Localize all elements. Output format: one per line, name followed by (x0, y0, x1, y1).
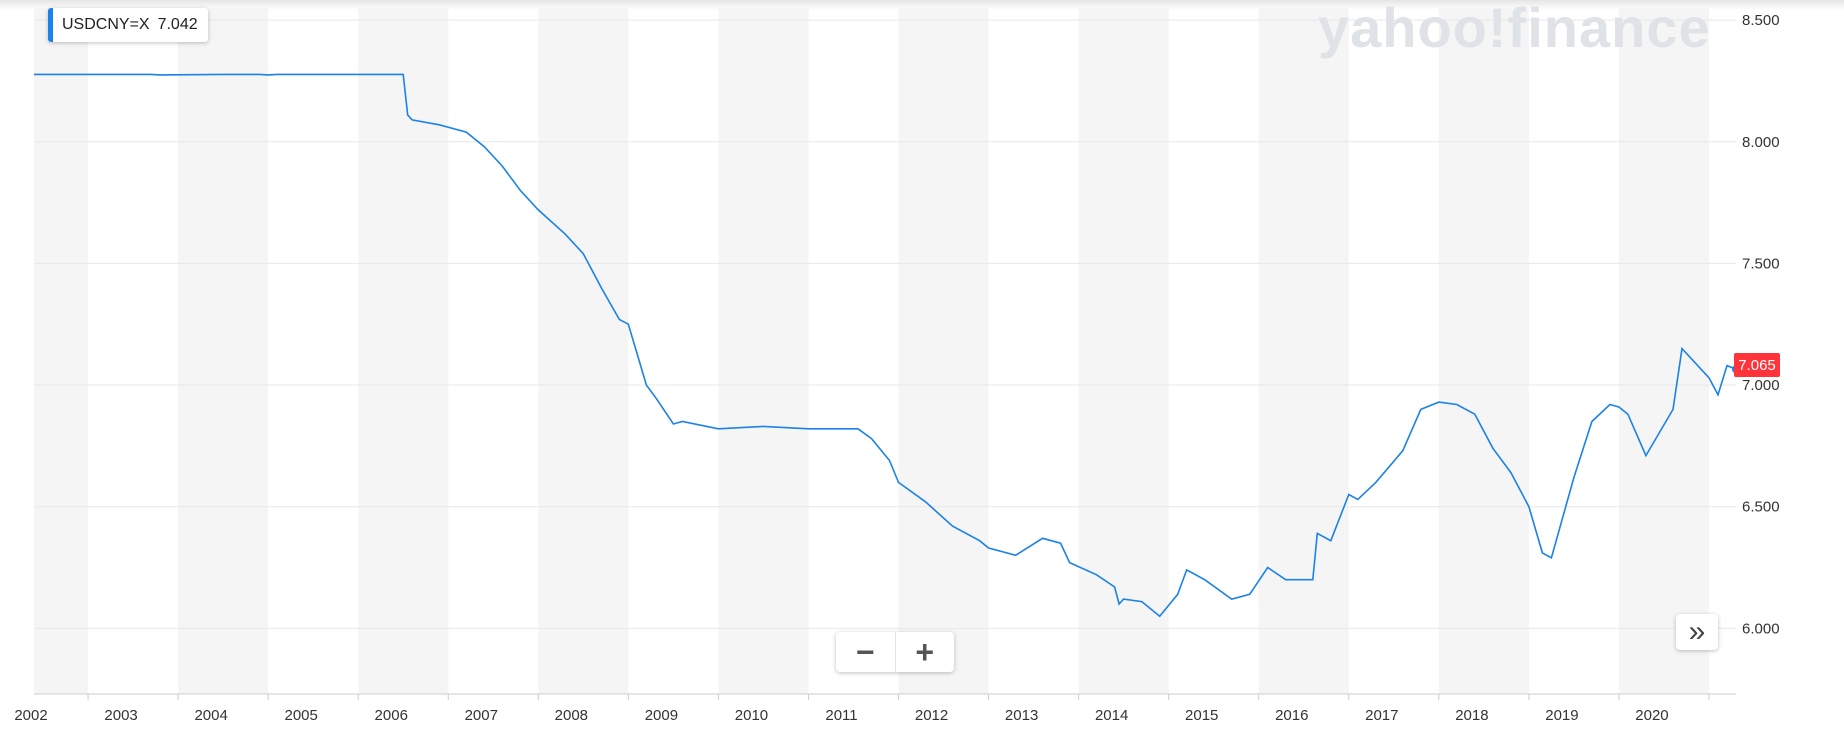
top-shadow (0, 0, 1844, 10)
x-tick-label: 2005 (285, 707, 318, 724)
x-tick-label: 2011 (825, 707, 857, 724)
year-bands (34, 8, 1709, 694)
x-tick-label: 2013 (1005, 707, 1038, 724)
x-tick-label: 2002 (14, 707, 47, 724)
series-line-usdcny (34, 73, 1737, 618)
x-tick-label: 2019 (1545, 707, 1578, 724)
x-tick-label: 2018 (1455, 707, 1488, 724)
x-tick-label: 2004 (194, 707, 227, 724)
legend-box: USDCNY=X 7.042 (48, 8, 208, 42)
expand-chart-button[interactable]: » (1676, 614, 1718, 650)
zoom-in-button[interactable]: + (894, 632, 955, 672)
x-tick-label: 2012 (915, 707, 948, 724)
x-tick-label: 2016 (1275, 707, 1308, 724)
x-tick-label: 2017 (1365, 707, 1398, 724)
x-tick-label: 2006 (375, 707, 408, 724)
x-tick-label: 2014 (1095, 707, 1128, 724)
legend-value: 7.042 (157, 16, 198, 33)
gridlines (34, 19, 1736, 629)
y-tick-label: 6.500 (1742, 499, 1780, 516)
y-tick-label: 6.000 (1742, 620, 1780, 637)
year-band (1258, 8, 1349, 694)
year-band (1438, 8, 1529, 694)
x-axis-ticks: 2002 2003 2004 2005 2006 2007 2008 2009 2010 2011… (14, 694, 1710, 724)
year-band (538, 8, 629, 694)
year-band (898, 8, 989, 694)
year-band (34, 8, 89, 694)
x-tick-label: 2007 (465, 707, 498, 724)
x-tick-label: 2008 (555, 707, 588, 724)
year-band (1618, 8, 1709, 694)
x-tick-label: 2020 (1635, 707, 1668, 724)
x-tick-label: 2015 (1185, 707, 1218, 724)
y-tick-label: 8.500 (1742, 12, 1780, 29)
x-tick-label: 2010 (735, 707, 768, 724)
year-band (718, 8, 809, 694)
year-band (1078, 8, 1169, 694)
y-axis-ticks: 6.000 6.500 7.000 7.500 8.000 8.500 (1742, 12, 1780, 637)
current-price-tag: 7.065 (1734, 353, 1780, 377)
y-tick-label: 7.000 (1742, 377, 1780, 394)
y-tick-label: 8.000 (1742, 134, 1780, 151)
year-band (178, 8, 269, 694)
legend-color-bar (48, 8, 53, 42)
yahoo-finance-watermark: yahoo!finance (1318, 0, 1711, 59)
legend-symbol: USDCNY=X (62, 16, 150, 33)
x-tick-label: 2003 (104, 707, 137, 724)
zoom-out-button[interactable]: − (855, 633, 875, 670)
x-tick-label: 2009 (645, 707, 678, 724)
y-tick-label: 7.500 (1742, 255, 1780, 272)
year-band (358, 8, 449, 694)
zoom-controls: − + (836, 632, 954, 672)
